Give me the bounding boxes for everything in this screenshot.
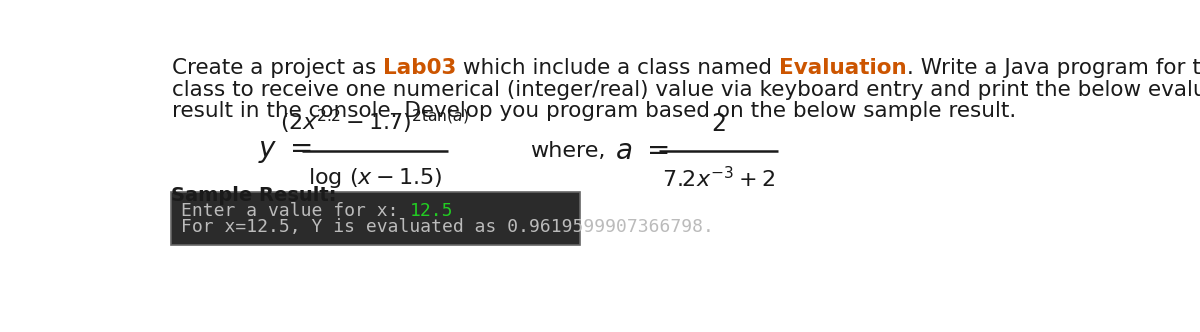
Text: class to receive one numerical (integer/real) value via keyboard entry and print: class to receive one numerical (integer/… [172, 80, 1200, 100]
Text: Evaluation: Evaluation [779, 58, 907, 78]
Text: $7.2x^{-3}+2$: $7.2x^{-3}+2$ [661, 166, 774, 191]
Text: . Write a Java program for the created: . Write a Java program for the created [907, 58, 1200, 78]
Text: Enter a value for x:: Enter a value for x: [181, 202, 409, 219]
Text: where,: where, [529, 141, 605, 161]
Text: 12.5: 12.5 [409, 202, 452, 219]
Text: Lab03: Lab03 [383, 58, 456, 78]
Text: $a\ =$: $a\ =$ [616, 137, 668, 165]
Text: $\mathregular{log}\ (x-1.5)$: $\mathregular{log}\ (x-1.5)$ [307, 166, 442, 190]
Text: Sample Result:: Sample Result: [170, 186, 336, 205]
Text: For x=12.5, Y is evaluated as 0.9619599907366798.: For x=12.5, Y is evaluated as 0.96195999… [181, 218, 714, 236]
Text: which include a class named: which include a class named [456, 58, 779, 78]
Text: $(2x^{2.2}-1.7)^{2\mathregular{tan}(a)}$: $(2x^{2.2}-1.7)^{2\mathregular{tan}(a)}$ [281, 108, 469, 136]
FancyBboxPatch shape [170, 192, 580, 245]
Text: result in the console. Develop you program based on the below sample result.: result in the console. Develop you progr… [172, 102, 1016, 122]
Text: $2$: $2$ [710, 112, 725, 136]
Text: $y\ =$: $y\ =$ [258, 137, 312, 165]
Text: Create a project as: Create a project as [172, 58, 383, 78]
